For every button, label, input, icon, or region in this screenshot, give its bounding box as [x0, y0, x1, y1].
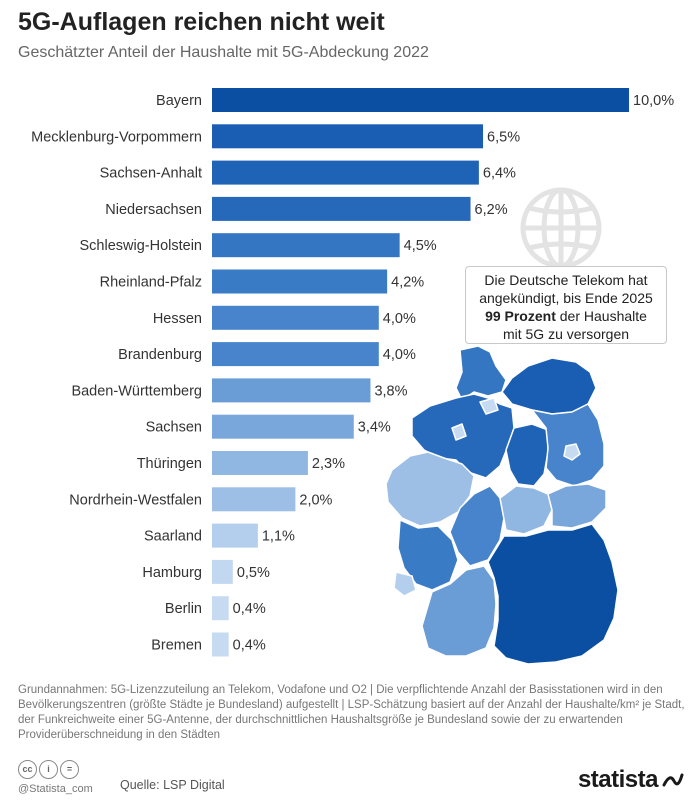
- value-label: 1,1%: [262, 529, 295, 545]
- map-region-sachsen-anhalt: [505, 423, 549, 487]
- callout-line-1: Die Deutsche Telekom hat: [484, 272, 648, 288]
- category-label: Brandenburg: [118, 347, 202, 363]
- category-label: Schleswig-Holstein: [80, 238, 203, 254]
- equals-icon: =: [60, 760, 79, 779]
- callout-line-3: der Haushalte: [555, 308, 647, 324]
- category-label: Sachsen-Anhalt: [100, 166, 202, 182]
- map-region-schleswig-holstein: [455, 345, 507, 401]
- map-region-mecklenburg-vorpommern: [501, 357, 597, 415]
- category-label: Thüringen: [137, 456, 202, 472]
- map-region-berlin: [563, 443, 581, 461]
- value-label: 10,0%: [633, 93, 674, 109]
- bar: [212, 196, 471, 221]
- map-region-saarland: [393, 571, 417, 597]
- bar: [212, 233, 400, 258]
- value-label: 2,3%: [312, 456, 345, 472]
- callout-highlight: 99 Prozent: [485, 308, 556, 324]
- category-label: Mecklenburg-Vorpommern: [31, 129, 202, 145]
- map-region-baden-wuerttemberg: [421, 565, 497, 657]
- statista-logo[interactable]: statista: [578, 766, 684, 794]
- category-label: Saarland: [144, 529, 202, 545]
- bar: [212, 342, 379, 367]
- callout-box: Die Deutsche Telekom hat angekündigt, bi…: [465, 266, 667, 344]
- map-region-thueringen: [499, 485, 553, 535]
- value-label: 2,0%: [299, 492, 332, 508]
- value-label: 0,5%: [237, 565, 270, 581]
- brand-name: statista: [577, 766, 659, 793]
- bar: [212, 124, 484, 149]
- map-region-bremen: [451, 423, 467, 441]
- germany-map: [385, 345, 619, 665]
- callout-line-2: angekündigt, bis Ende 2025: [479, 290, 653, 306]
- bar: [212, 378, 371, 403]
- category-label: Baden-Württemberg: [71, 383, 202, 399]
- value-label: 6,5%: [487, 129, 520, 145]
- bar-chart: Bayern 10,0% Mecklenburg-Vorpommern 6,5% Sac…: [31, 88, 674, 657]
- map-region-bayern: [487, 523, 619, 665]
- statista-handle[interactable]: @Statista_com: [18, 783, 93, 795]
- map-region-sachsen: [547, 483, 607, 529]
- value-label: 4,5%: [404, 238, 437, 254]
- category-label: Niedersachsen: [105, 202, 202, 218]
- bar: [212, 487, 296, 512]
- value-label: 3,8%: [374, 383, 407, 399]
- callout-line-4: mit 5G zu versorgen: [502, 326, 630, 342]
- value-label: 0,4%: [233, 638, 266, 654]
- value-label: 4,0%: [383, 311, 416, 327]
- bar: [212, 451, 308, 475]
- source-label: Quelle: LSP Digital: [120, 778, 225, 792]
- chart-title: 5G-Auflagen reichen nicht weit: [18, 8, 385, 36]
- category-label: Nordrhein-Westfalen: [69, 492, 202, 508]
- map-region-hessen: [449, 485, 505, 567]
- value-label: 6,2%: [475, 202, 508, 218]
- bar: [212, 269, 388, 294]
- value-label: 4,2%: [391, 275, 424, 291]
- bar: [212, 305, 379, 330]
- category-label: Hamburg: [142, 565, 202, 581]
- bar: [212, 559, 233, 584]
- bar: [212, 88, 629, 112]
- bar: [212, 596, 229, 621]
- value-label: 4,0%: [383, 347, 416, 363]
- map-region-rheinland-pfalz: [397, 519, 459, 591]
- category-label: Sachsen: [146, 420, 202, 436]
- value-label: 6,4%: [483, 166, 516, 182]
- category-label: Hessen: [153, 311, 202, 327]
- license-icons[interactable]: cc i =: [18, 760, 79, 779]
- attribution-icon: i: [39, 760, 58, 779]
- chart-subtitle: Geschätzter Anteil der Haushalte mit 5G-…: [18, 44, 429, 61]
- bar: [212, 632, 229, 657]
- category-label: Bremen: [151, 638, 202, 654]
- bar: [212, 160, 479, 185]
- cc-icon: cc: [18, 760, 37, 779]
- category-label: Bayern: [156, 93, 202, 109]
- value-label: 3,4%: [358, 420, 391, 436]
- footer: cc i = @Statista_com Quelle: LSP Digital…: [0, 752, 700, 802]
- methodology-notes: Grundannahmen: 5G-Lizenzzuteilung an Tel…: [18, 684, 685, 741]
- statista-wave-icon: [662, 773, 684, 787]
- category-label: Berlin: [165, 601, 202, 617]
- map-region-hamburg: [479, 397, 499, 415]
- category-label: Rheinland-Pfalz: [100, 275, 202, 291]
- bar: [212, 523, 258, 548]
- bar: [212, 414, 354, 439]
- value-label: 0,4%: [233, 601, 266, 617]
